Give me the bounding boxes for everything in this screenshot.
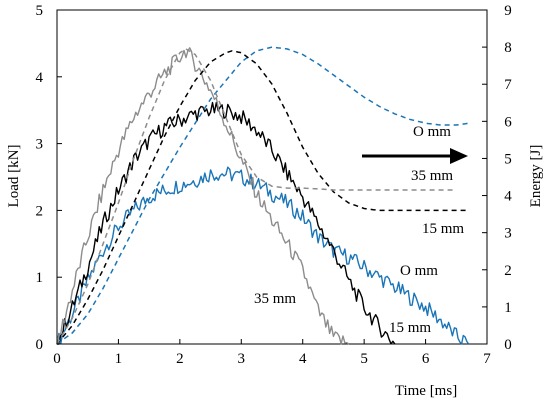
y-right-tick-label: 7 xyxy=(504,77,512,93)
y-right-tick-label: 9 xyxy=(504,3,512,19)
load-series-2 xyxy=(56,47,350,345)
direction-arrow xyxy=(362,148,468,164)
x-tick-label: 6 xyxy=(422,351,430,367)
y-right-tick-label: 0 xyxy=(504,337,512,353)
arrow-head xyxy=(450,148,468,164)
energy-series-3 xyxy=(56,46,469,345)
energy-series-5 xyxy=(56,48,457,345)
y-right-tick-label: 8 xyxy=(504,40,512,56)
load-series-0 xyxy=(56,166,470,345)
x-tick-label: 2 xyxy=(176,351,184,367)
annotation-load-0mm: O mm xyxy=(400,263,438,279)
y-right-tick-label: 4 xyxy=(504,189,512,205)
annotation-energy-35mm: 35 mm xyxy=(411,168,453,184)
load-series-1 xyxy=(57,101,396,345)
x-tick-label: 0 xyxy=(53,351,61,367)
y-left-tick-label: 0 xyxy=(36,337,44,353)
x-tick-label: 3 xyxy=(238,351,246,367)
y-right-tick-label: 5 xyxy=(504,151,512,167)
y-left-tick-label: 1 xyxy=(36,270,44,286)
y-left-tick-label: 3 xyxy=(36,137,44,153)
x-tick-label: 4 xyxy=(299,351,307,367)
y-left-tick-label: 5 xyxy=(36,3,44,19)
x-tick-label: 5 xyxy=(360,351,368,367)
y-left-tick-label: 4 xyxy=(36,70,44,86)
energy-series-4 xyxy=(56,50,469,345)
plot-frame xyxy=(56,9,488,345)
y-right-tick-label: 1 xyxy=(504,300,512,316)
x-tick-label: 1 xyxy=(115,351,123,367)
y-right-tick-label: 3 xyxy=(504,226,512,242)
y-left-tick-label: 2 xyxy=(36,203,44,219)
annotation-load-35mm: 35 mm xyxy=(254,291,296,307)
annotation-load-15mm: 15 mm xyxy=(389,320,431,336)
x-axis-label: Time [ms] xyxy=(395,383,457,399)
y-right-tick-label: 6 xyxy=(504,114,512,130)
annotation-energy-0mm: O mm xyxy=(413,124,451,140)
annotation-energy-15mm: 15 mm xyxy=(422,221,464,237)
x-tick-label: 7 xyxy=(483,351,491,367)
y-right-tick-label: 2 xyxy=(504,263,512,279)
y-axis-left-label: Load [kN] xyxy=(6,145,22,208)
y-axis-right-label: Energy [J] xyxy=(528,145,544,208)
